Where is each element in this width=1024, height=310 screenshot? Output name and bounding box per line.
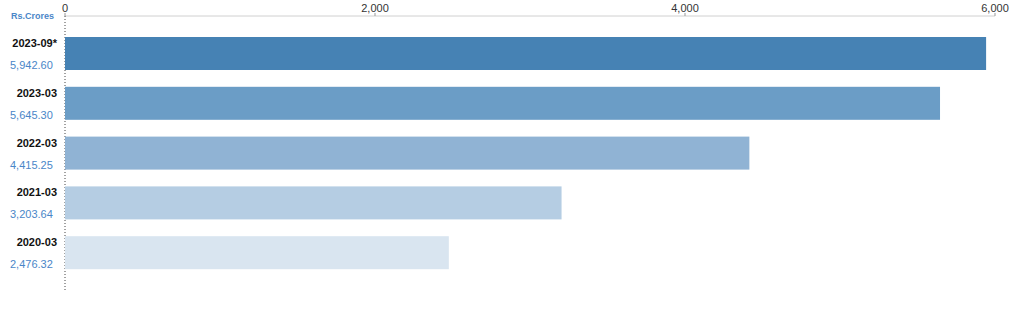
data-label: 3,203.64 (10, 208, 53, 220)
x-axis-line (65, 16, 995, 17)
category-label: 2022-03 (17, 137, 57, 149)
chart-svg: 0 2,000 4,000 6,000 Rs.Crores 2023-09* 5,942.6… (0, 0, 1024, 310)
bar (65, 37, 986, 70)
bars (65, 37, 986, 269)
bar (65, 87, 940, 120)
x-tick-label: 6,000 (981, 2, 1009, 14)
category-label: 2020-03 (17, 236, 57, 248)
x-tick-label: 2,000 (361, 2, 389, 14)
data-label: 5,645.30 (10, 109, 53, 121)
bar (65, 236, 449, 269)
data-label: 5,942.60 (10, 59, 53, 71)
chart-container: 0 2,000 4,000 6,000 Rs.Crores 2023-09* 5,942.6… (0, 0, 1024, 310)
data-label: 2,476.32 (10, 258, 53, 270)
x-tick-label: 0 (62, 2, 68, 14)
data-label: 4,415.25 (10, 159, 53, 171)
category-label: 2023-09* (12, 37, 57, 49)
bar (65, 137, 749, 170)
category-label: 2021-03 (17, 186, 57, 198)
axis-label: Rs.Crores (11, 11, 54, 21)
category-label: 2023-03 (17, 87, 57, 99)
bar (65, 186, 562, 219)
x-tick-label: 4,000 (671, 2, 699, 14)
